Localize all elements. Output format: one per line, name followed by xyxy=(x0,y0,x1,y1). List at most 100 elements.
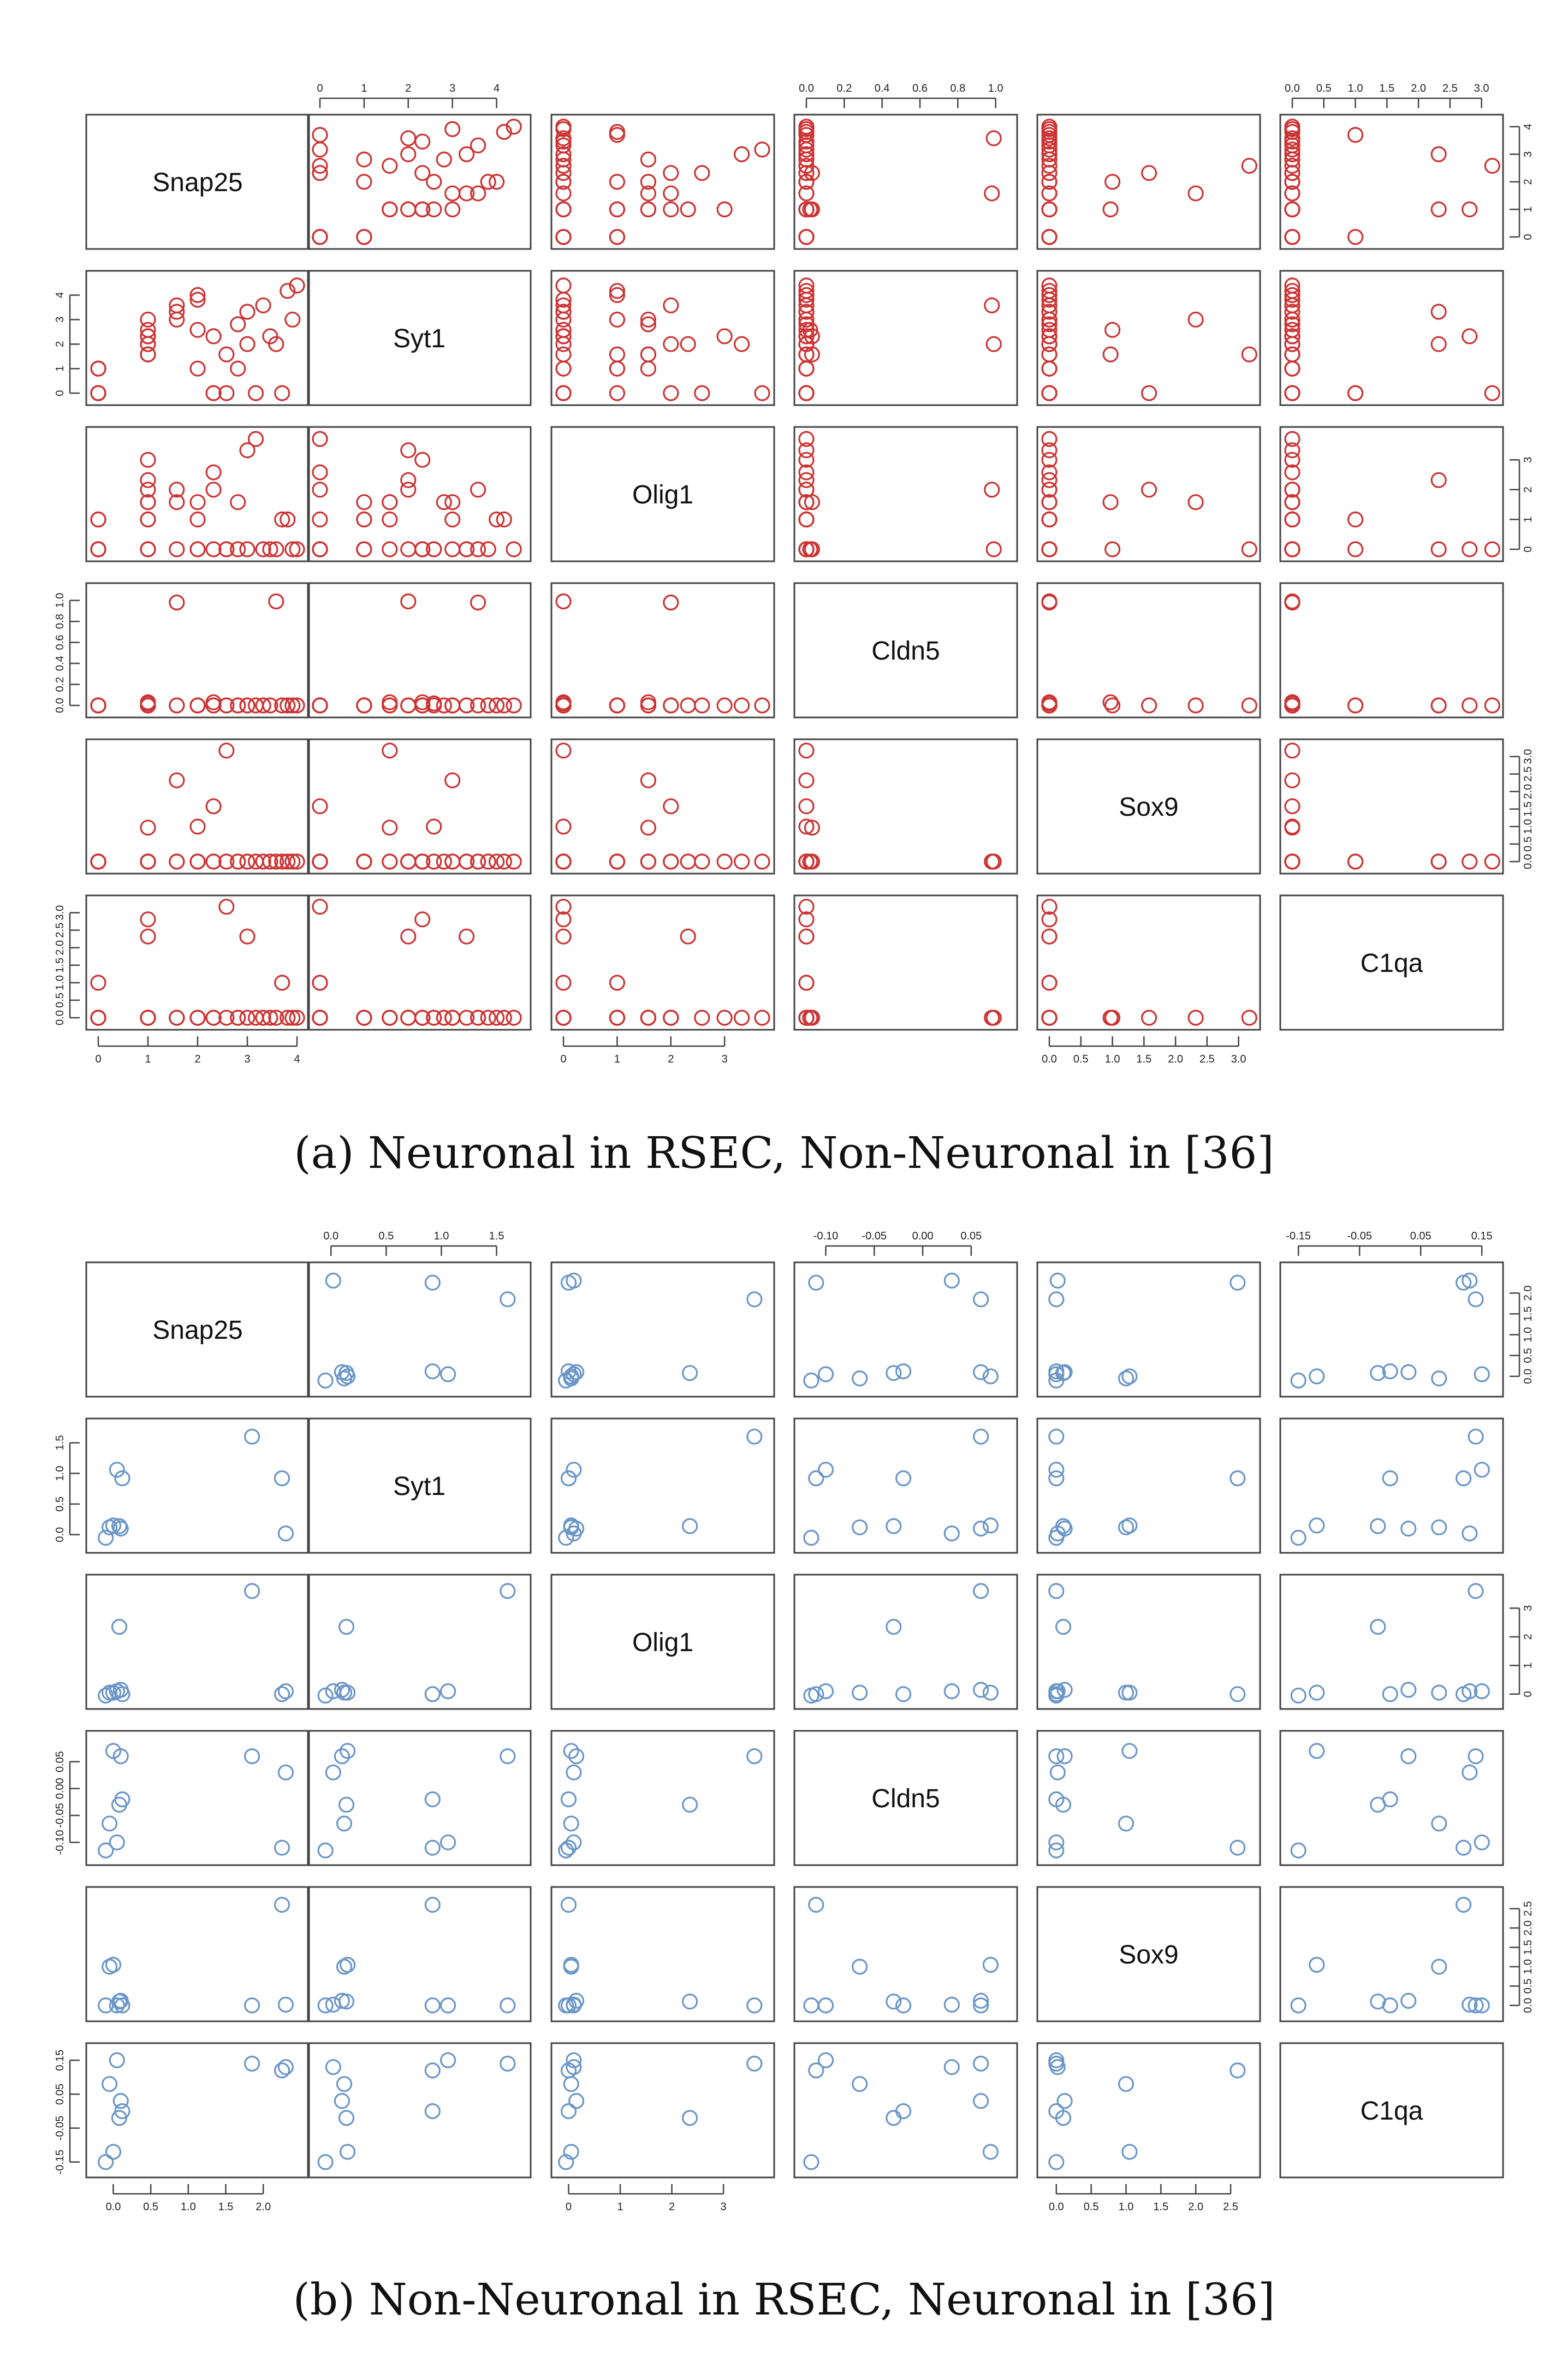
data-point xyxy=(500,1291,516,1308)
data-point xyxy=(312,165,328,181)
cell-syt1-vs-sox9 xyxy=(1036,1417,1261,1554)
cell-frame xyxy=(85,2042,310,2179)
data-point xyxy=(555,304,572,320)
data-point xyxy=(424,1363,441,1380)
cell-syt1-vs-olig1 xyxy=(550,1417,775,1554)
data-point xyxy=(1121,1368,1138,1385)
data-point xyxy=(480,697,496,714)
tick-label: 0.5 xyxy=(54,993,66,1008)
data-point xyxy=(444,511,461,528)
cell-cldn5-vs-c1qa xyxy=(1279,1730,1504,1866)
data-point xyxy=(1118,1684,1135,1701)
data-point xyxy=(681,1518,698,1534)
cell-cldn5-vs-sox9 xyxy=(1036,582,1261,719)
data-point xyxy=(338,2110,355,2126)
data-point xyxy=(798,928,815,945)
data-point xyxy=(458,928,475,945)
data-point xyxy=(506,541,522,557)
cell-olig1-vs-sox9 xyxy=(1036,426,1261,562)
data-point xyxy=(239,697,256,714)
data-point xyxy=(140,928,156,945)
data-point xyxy=(189,818,206,835)
left-axis-cldn5: -0.10 -0.05 0.00 0.05 xyxy=(54,1751,80,1855)
data-point xyxy=(506,1010,522,1026)
data-point xyxy=(1474,1683,1490,1700)
tick-label: 3 xyxy=(1522,457,1534,463)
data-point xyxy=(640,853,657,870)
tick-label: 2.0 xyxy=(1522,1285,1534,1301)
data-point xyxy=(284,311,301,328)
tick-label: 0.0 xyxy=(1042,1053,1057,1065)
data-point xyxy=(1431,1815,1447,1832)
data-point xyxy=(439,1683,456,1700)
data-point xyxy=(609,853,626,870)
data-point xyxy=(733,1010,750,1026)
data-point xyxy=(555,277,572,294)
data-point xyxy=(1400,1992,1417,2009)
data-point xyxy=(1048,1372,1065,1388)
data-point xyxy=(169,594,185,611)
data-point xyxy=(716,328,733,345)
data-point xyxy=(1048,1687,1065,1704)
data-point xyxy=(189,511,206,528)
data-point xyxy=(382,541,398,557)
data-point xyxy=(1041,472,1058,488)
cell-snap25-vs-c1qa xyxy=(1279,1261,1504,1398)
data-point xyxy=(1187,697,1204,714)
tick-label: 1 xyxy=(1522,1663,1534,1669)
tick-label: 3 xyxy=(244,1053,250,1065)
tick-label: 0.4 xyxy=(54,656,66,671)
tick-label: 1.5 xyxy=(489,1230,504,1242)
data-point xyxy=(338,1796,355,1813)
data-point xyxy=(400,146,417,163)
cell-frame xyxy=(793,1417,1018,1554)
data-point xyxy=(382,511,398,528)
data-point xyxy=(239,1010,256,1026)
data-point xyxy=(262,697,278,714)
data-point xyxy=(470,185,486,201)
tick-label: 1.0 xyxy=(1522,1959,1534,1974)
data-point xyxy=(560,1470,577,1487)
data-point xyxy=(140,452,156,468)
data-point xyxy=(312,482,328,498)
data-point xyxy=(680,853,696,870)
tick-label: 2.5 xyxy=(1223,2201,1238,2213)
data-point xyxy=(555,118,572,135)
data-point xyxy=(798,431,815,447)
data-point xyxy=(140,311,156,328)
cell-frame xyxy=(85,894,310,1031)
cell-frame xyxy=(793,114,1018,250)
data-point xyxy=(1141,385,1157,401)
cell-frame xyxy=(550,738,775,875)
data-point xyxy=(140,820,156,836)
data-point xyxy=(239,336,256,352)
cell-frame xyxy=(307,738,532,875)
tick-label: 1.5 xyxy=(1522,1940,1534,1955)
data-point xyxy=(1104,1010,1121,1026)
tick-label: 0.0 xyxy=(1285,82,1300,94)
data-point xyxy=(1400,1748,1417,1765)
data-point xyxy=(169,482,185,498)
data-point xyxy=(563,1815,579,1832)
data-point xyxy=(317,1687,334,1704)
data-point xyxy=(1468,1583,1484,1599)
data-point xyxy=(640,316,657,333)
cell-snap25-vs-olig1 xyxy=(550,1261,775,1398)
data-point xyxy=(480,541,496,557)
data-point xyxy=(746,1291,763,1308)
variable-label-c1qa: C1qa xyxy=(1361,949,1423,978)
data-point xyxy=(798,1010,815,1026)
data-point xyxy=(277,1525,294,1542)
data-point xyxy=(284,541,301,557)
cell-snap25-vs-snap25: Snap25 xyxy=(85,114,310,250)
cell-frame xyxy=(1279,1886,1504,2022)
data-point xyxy=(1284,146,1300,163)
tick-label: 1.0 xyxy=(1119,2201,1134,2213)
data-point xyxy=(1141,165,1157,181)
data-point xyxy=(1284,336,1300,352)
data-point xyxy=(798,283,815,299)
data-point xyxy=(681,1993,698,2010)
data-point xyxy=(563,1519,579,1535)
tick-label: 1.0 xyxy=(988,82,1003,94)
data-point xyxy=(982,1684,999,1701)
